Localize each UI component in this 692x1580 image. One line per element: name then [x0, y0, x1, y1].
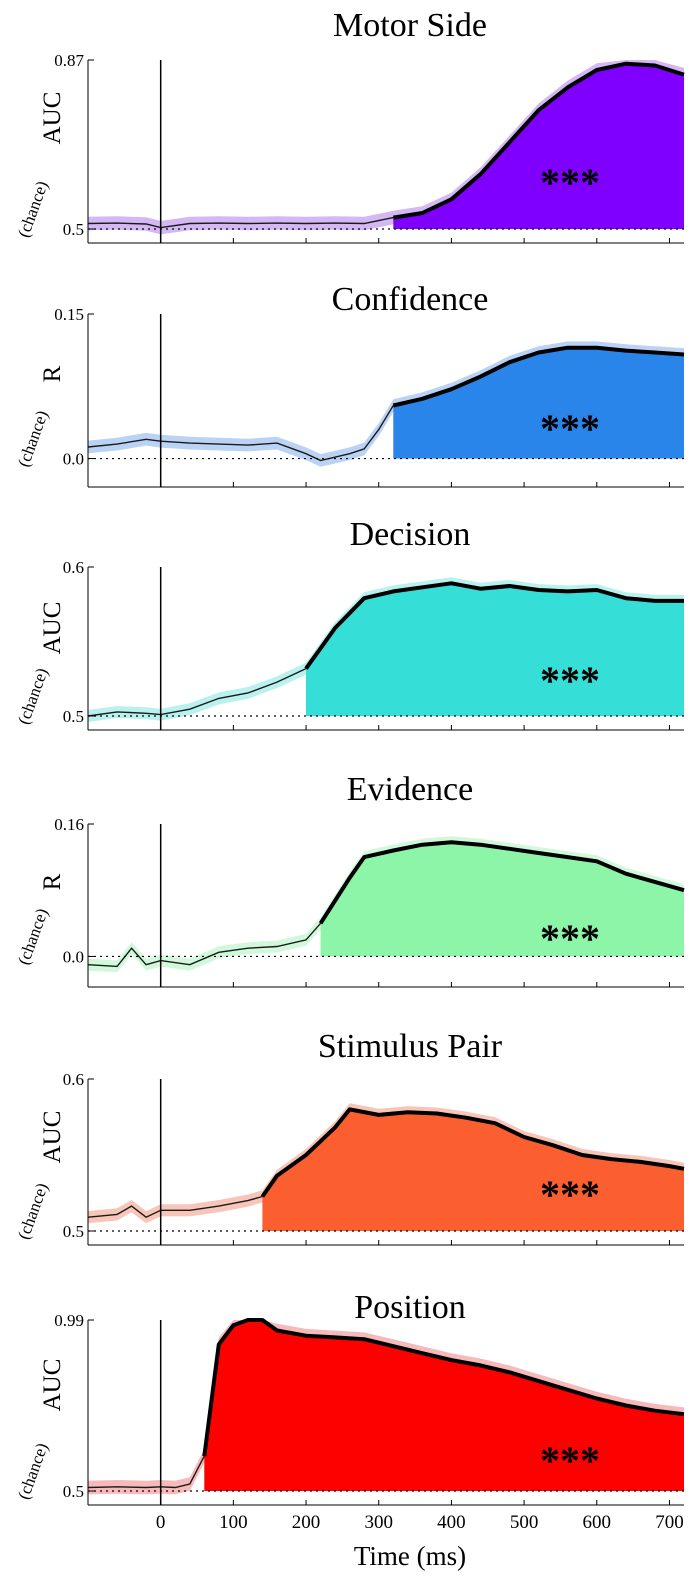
- mean-line-nonsig: [87, 922, 322, 968]
- x-tick-label: 100: [219, 1512, 248, 1533]
- x-tick-label: 300: [364, 1512, 393, 1533]
- y-axis-label: AUC: [39, 602, 66, 655]
- y-tick-label: 0.16: [54, 815, 84, 834]
- panel-title: Decision: [350, 516, 471, 553]
- significance-stars: ***: [540, 916, 600, 961]
- y-tick-label: 0.87: [54, 51, 84, 70]
- x-tick-label: 400: [437, 1512, 466, 1533]
- y-axis-label: R: [39, 365, 66, 382]
- panel-title: Evidence: [347, 771, 474, 808]
- significance-stars: ***: [540, 1172, 600, 1217]
- significant-area: [393, 347, 684, 459]
- mean-line-sig: [392, 345, 685, 408]
- significant-area: [262, 1109, 684, 1231]
- significant-area: [306, 583, 684, 716]
- significance-stars: ***: [540, 1438, 600, 1483]
- mean-line-sig: [304, 581, 684, 670]
- chance-label: (chance): [14, 178, 52, 239]
- mean-line-sig: [202, 1318, 685, 1457]
- panel-5: 0.99 0.5 Position AUC (chance) ***: [14, 1289, 685, 1506]
- significant-area: [320, 842, 684, 957]
- x-tick-label: 700: [655, 1512, 684, 1533]
- chance-label: (chance): [14, 1440, 52, 1501]
- y-tick-label: 0.6: [63, 1070, 84, 1089]
- mean-line-sig: [318, 840, 685, 925]
- y-tick-label: 0.0: [63, 450, 84, 469]
- x-tick-label: 200: [292, 1512, 321, 1533]
- x-tick-label: 0: [156, 1512, 166, 1533]
- y-tick-label: 0.99: [54, 1311, 84, 1330]
- mean-line-nonsig: [87, 216, 394, 229]
- ci-band: [88, 836, 684, 973]
- panel-2: 0.6 0.5 Decision AUC (chance) ***: [14, 516, 684, 731]
- panel-1: 0.15 0.0 Confidence R (chance) ***: [14, 281, 685, 488]
- mean-line-sig: [392, 61, 685, 220]
- panel-4: 0.6 0.5 Stimulus Pair AUC (chance) ***: [14, 1028, 685, 1246]
- significance-stars: ***: [540, 658, 600, 703]
- panel-title: Position: [354, 1289, 465, 1326]
- chance-label: (chance): [14, 906, 52, 967]
- y-tick-label: 0.5: [63, 220, 84, 239]
- panel-3: 0.16 0.0 Evidence R (chance) ***: [14, 771, 685, 988]
- chance-label: (chance): [14, 665, 52, 726]
- panel-title: Motor Side: [333, 7, 487, 44]
- panel-title: Confidence: [332, 281, 489, 318]
- x-tick-label: 500: [510, 1512, 539, 1533]
- y-tick-label: 0.5: [63, 1222, 84, 1241]
- y-axis-label: AUC: [39, 1359, 66, 1412]
- y-axis-label: AUC: [39, 1111, 66, 1164]
- y-tick-label: 0.15: [54, 305, 84, 324]
- mean-line-nonsig: [87, 405, 394, 462]
- y-axis-label: AUC: [39, 92, 66, 145]
- panel-title: Stimulus Pair: [318, 1028, 503, 1065]
- y-tick-label: 0.0: [63, 947, 84, 966]
- significant-area: [204, 1320, 685, 1491]
- x-tick-label: 600: [583, 1512, 612, 1533]
- y-tick-label: 0.6: [63, 558, 84, 577]
- panel-0: 0.87 0.5 Motor Side AUC (chance) ***: [14, 7, 685, 244]
- chance-label: (chance): [14, 1180, 52, 1241]
- mean-line-nonsig: [87, 667, 307, 717]
- y-tick-label: 0.5: [63, 707, 84, 726]
- significance-stars: ***: [540, 160, 600, 205]
- x-axis-label: Time (ms): [354, 1541, 466, 1571]
- y-tick-label: 0.5: [63, 1482, 84, 1501]
- y-axis-label: R: [39, 873, 66, 890]
- mean-line-sig: [260, 1107, 685, 1198]
- significance-stars: ***: [540, 406, 600, 451]
- ci-band: [88, 1103, 684, 1224]
- chance-label: (chance): [14, 408, 52, 469]
- ci-band: [88, 577, 684, 722]
